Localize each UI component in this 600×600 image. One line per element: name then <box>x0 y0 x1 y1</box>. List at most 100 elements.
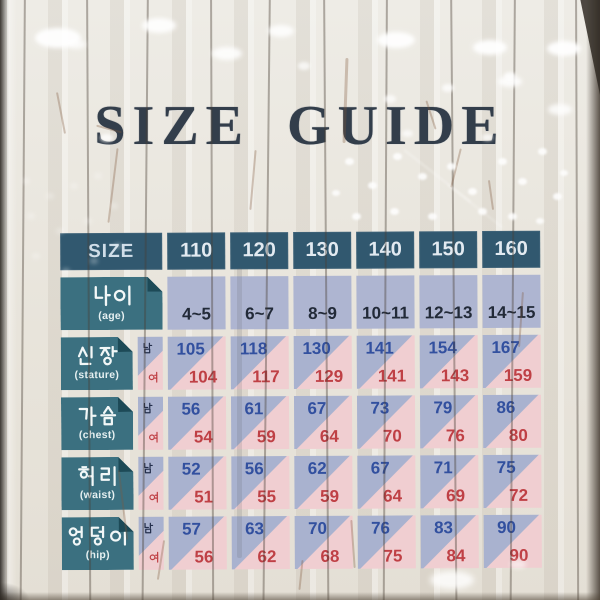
data-cell-r0-c4: 154 143 <box>419 335 478 389</box>
male-value: 57 <box>182 519 202 539</box>
glare-spot <box>498 158 507 165</box>
female-value: 117 <box>252 367 280 387</box>
header-size-column-3: 140 <box>356 231 415 269</box>
data-cell-r1-c0: 56 54 <box>167 396 227 450</box>
data-cell-r3-c0: 57 56 <box>168 516 227 570</box>
data-cell-r3-c4: 83 84 <box>420 515 479 569</box>
glare-spot <box>478 208 487 215</box>
data-cell-r2-c0: 52 51 <box>168 456 227 510</box>
female-value: 62 <box>257 547 277 567</box>
female-row-label <box>148 431 159 445</box>
data-cell-r1-c4: 79 76 <box>419 395 479 449</box>
gender-cell-3 <box>138 516 164 570</box>
age-value-cell-0: 4~5 <box>167 276 226 330</box>
header-size-cell: SIZE <box>60 232 163 271</box>
header-size-column-4: 150 <box>419 231 478 269</box>
row-label-cell-2: (waist) <box>61 457 133 510</box>
glare-streak <box>446 183 504 229</box>
glare-spot <box>468 188 477 195</box>
row-label-text <box>76 406 118 426</box>
glare-spot <box>498 76 522 87</box>
row-label-cell-0: (stature) <box>61 337 133 390</box>
male-row-label <box>142 462 153 476</box>
female-value: 84 <box>446 546 466 566</box>
glare-spot <box>27 213 35 219</box>
scratch-mark <box>107 148 119 223</box>
gender-cell-2 <box>138 456 164 510</box>
male-value: 90 <box>497 517 517 537</box>
glare-spot <box>560 170 568 176</box>
glare-spot <box>368 182 377 189</box>
glare-spot <box>68 40 86 49</box>
glare-spot <box>142 18 176 33</box>
header-size-column-0: 110 <box>167 232 226 270</box>
male-value: 118 <box>239 339 268 359</box>
male-value: 56 <box>181 399 201 419</box>
male-value: 70 <box>308 518 328 538</box>
data-cell-r1-c1: 61 59 <box>230 396 290 450</box>
poster-title: SIZE GUIDE <box>94 94 506 157</box>
female-value: 70 <box>382 426 402 446</box>
glare-spot <box>22 178 30 184</box>
male-value: 67 <box>307 398 327 418</box>
male-value: 61 <box>244 399 264 419</box>
male-value: 141 <box>365 338 394 358</box>
female-value: 80 <box>508 425 528 445</box>
row-label-cell-1: (chest) <box>61 397 133 450</box>
folded-corner <box>118 397 133 412</box>
glare-spot <box>298 62 310 70</box>
female-value: 72 <box>509 485 529 505</box>
size-table: SIZE 110 120 130 140 150 160 (age) 4~5 6~7 8~9 10~1… <box>60 230 542 571</box>
female-value: 64 <box>383 486 403 506</box>
data-cell-r0-c2: 130 129 <box>293 335 352 390</box>
female-value: 75 <box>383 546 403 566</box>
data-cell-r2-c1: 56 55 <box>231 456 290 510</box>
data-cell-r2-c3: 67 64 <box>357 455 416 509</box>
data-cell-r3-c2: 70 68 <box>294 515 353 570</box>
gender-cell-1 <box>137 396 164 450</box>
row-sublabel: (hip) <box>85 549 110 562</box>
male-value: 62 <box>307 458 327 478</box>
glare-spot <box>518 178 527 185</box>
folded-corner <box>118 457 133 472</box>
row-label-text <box>76 346 118 366</box>
frame-highlight-left <box>7 0 17 600</box>
glare-spot <box>377 32 415 48</box>
glare-spot <box>345 158 354 165</box>
glare-spot <box>536 218 544 224</box>
male-value: 86 <box>496 397 516 417</box>
female-value: 55 <box>257 487 277 507</box>
female-value: 104 <box>188 367 218 387</box>
plank-seam <box>575 0 580 600</box>
data-cell-r0-c3: 141 141 <box>356 335 415 389</box>
glare-spot <box>70 183 78 189</box>
glare-spot <box>430 571 474 589</box>
female-value: 76 <box>445 426 465 446</box>
female-value: 159 <box>503 365 533 385</box>
glare-spot <box>268 25 294 37</box>
data-cell-r0-c1: 118 117 <box>230 336 289 390</box>
data-cell-r1-c2: 67 64 <box>293 395 353 450</box>
glare-spot <box>84 218 92 224</box>
data-cell-r3-c5: 90 90 <box>483 514 542 569</box>
data-cell-r2-c5: 75 72 <box>483 454 542 509</box>
male-value: 79 <box>433 398 453 418</box>
photo-corner-bottom-left <box>0 582 30 600</box>
header-size-column-5: 160 <box>482 230 541 269</box>
glare-spot <box>46 193 54 199</box>
male-value: 73 <box>370 398 390 418</box>
female-value: 56 <box>194 547 214 567</box>
data-cell-r2-c4: 71 69 <box>420 455 479 509</box>
female-row-label <box>149 551 160 565</box>
female-row-label <box>148 371 159 385</box>
age-value-cell-4: 12~13 <box>419 275 478 329</box>
glare-spot <box>212 47 242 60</box>
scratch-mark <box>249 150 257 210</box>
scratch-mark <box>487 180 495 210</box>
male-value: 63 <box>245 519 265 539</box>
photo-edge-bottom <box>0 592 600 600</box>
row-sublabel: (chest) <box>78 429 116 442</box>
glare-spot <box>352 213 361 220</box>
female-value: 129 <box>314 366 344 386</box>
